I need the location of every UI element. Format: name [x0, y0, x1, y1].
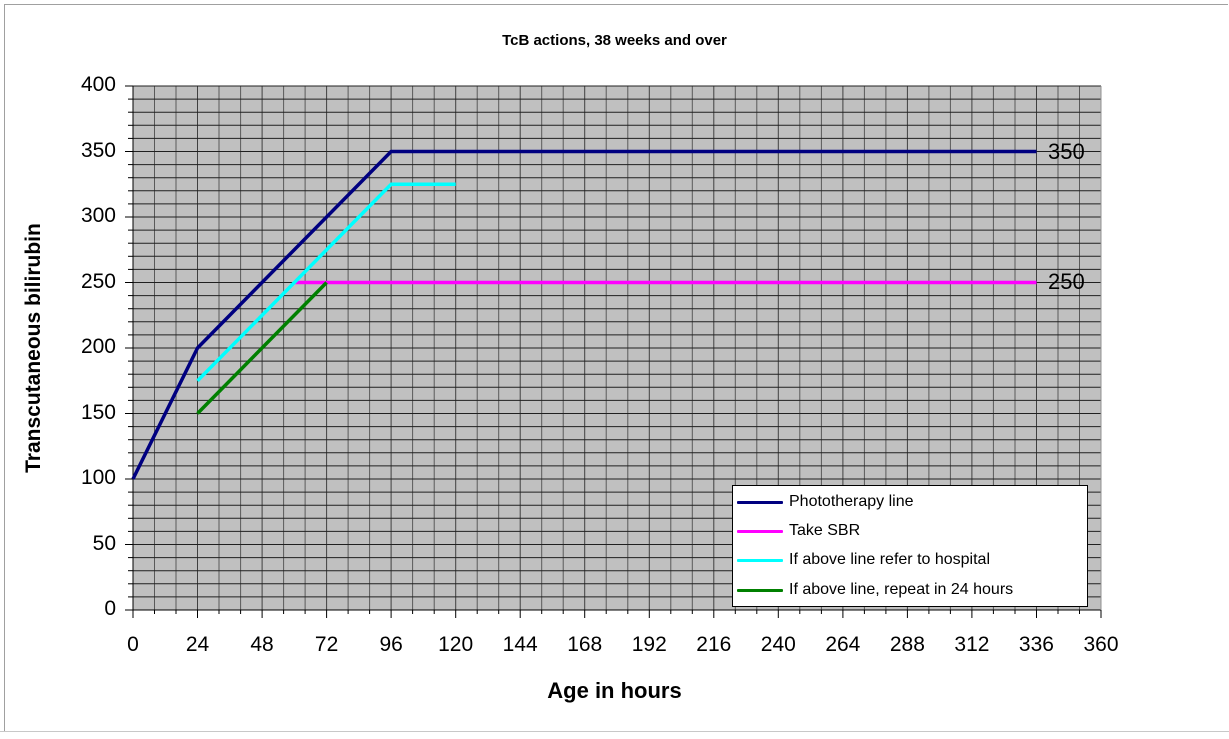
legend-item-refer-hospital: If above line refer to hospital — [737, 549, 990, 571]
y-tick-label: 400 — [80, 73, 116, 96]
x-tick-label: 216 — [696, 633, 732, 656]
y-tick-label: 0 — [104, 597, 116, 620]
x-tick-label: 360 — [1083, 633, 1119, 656]
legend-label: If above line refer to hospital — [789, 551, 991, 568]
x-tick-label: 144 — [502, 633, 538, 656]
x-tick-label: 336 — [1018, 633, 1054, 656]
x-tick-label: 48 — [250, 633, 274, 656]
legend: Phototherapy line Take SBR If above line… — [732, 485, 1088, 607]
x-tick-label: 312 — [954, 633, 990, 656]
y-tick-label: 250 — [80, 269, 116, 293]
x-tick-label: 264 — [825, 633, 861, 656]
series-line-2 — [196, 182, 456, 383]
legend-item-take-sbr: Take SBR — [737, 520, 860, 542]
y-tick-label: 300 — [80, 204, 116, 227]
legend-swatch — [737, 558, 783, 562]
series-line-3 — [196, 281, 328, 415]
sbr-end-label: 250 — [1048, 269, 1085, 294]
legend-label: Take SBR — [789, 522, 861, 539]
y-tick-label: 150 — [80, 400, 116, 424]
chart-frame — [4, 4, 1228, 731]
legend-item-repeat-24h: If above line, repeat in 24 hours — [737, 579, 1013, 601]
y-tick-label: 50 — [92, 531, 116, 555]
series-line-0 — [131, 149, 1037, 480]
x-tick-label: 24 — [185, 633, 210, 656]
y-tick-label: 350 — [80, 138, 116, 162]
x-tick-label: 96 — [379, 633, 403, 656]
bottom-scrollbar[interactable] — [0, 731, 1229, 739]
y-tick-label: 100 — [80, 466, 116, 489]
chart-title: TcB actions, 38 weeks and over — [502, 32, 727, 49]
legend-swatch — [737, 588, 783, 592]
legend-label: Phototherapy line — [789, 493, 914, 510]
x-tick-label: 0 — [127, 633, 139, 656]
x-tick-label: 72 — [314, 633, 339, 656]
legend-item-phototherapy: Phototherapy line — [737, 491, 914, 513]
x-tick-label: 240 — [760, 633, 796, 656]
y-tick-label: 200 — [80, 335, 116, 358]
x-tick-label: 288 — [889, 633, 925, 656]
y-axis-label: Transcutaneous bilirubin — [22, 223, 45, 473]
legend-label: If above line, repeat in 24 hours — [789, 581, 1014, 598]
x-tick-label: 168 — [567, 633, 603, 656]
legend-swatch — [737, 529, 783, 533]
x-tick-label: 192 — [631, 633, 667, 656]
phototherapy-end-label: 350 — [1048, 139, 1085, 164]
x-tick-label: 120 — [438, 633, 474, 656]
x-axis-label: Age in hours — [0, 678, 1229, 704]
x-axis-label-text: Age in hours — [547, 678, 682, 703]
legend-swatch — [737, 500, 783, 504]
